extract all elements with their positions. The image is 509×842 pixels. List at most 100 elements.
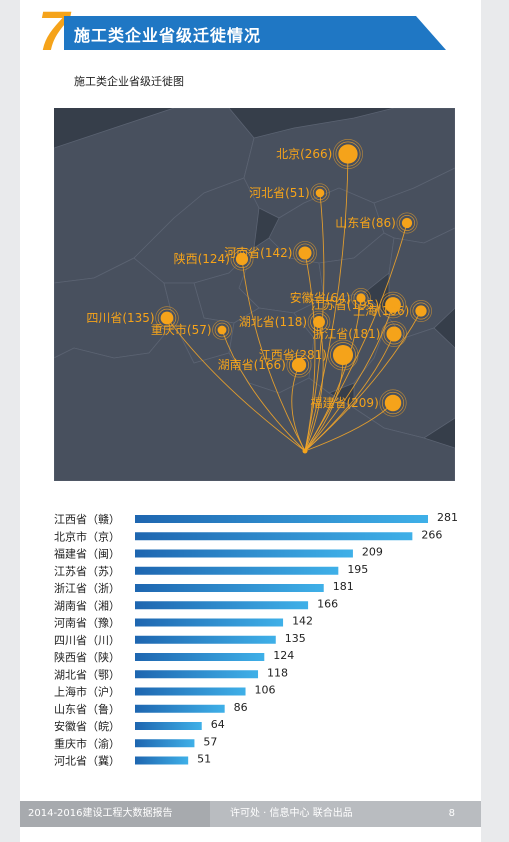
marker-dot-hebei (315, 188, 325, 198)
bar-value-label: 281 (437, 511, 458, 524)
province-shapes (54, 108, 455, 481)
marker-ring-inner-sichuan (157, 308, 177, 328)
bar-categories: 江西省（赣） 北京市（京） 福建省（闽） 江苏省（苏） 浙江省（浙） 湖南省（湘） 河南省（… (54, 512, 120, 768)
flow-line-beijing (304, 153, 349, 452)
marker-dot-shanghai (415, 305, 427, 317)
bar-category-label: 湖北省（鄂） (54, 668, 120, 681)
marker-ring-beijing (333, 139, 364, 169)
marker-ring-inner-zhejiang (383, 323, 405, 345)
marker-ring-chongqing (212, 320, 232, 340)
bar-value-label: 64 (211, 718, 225, 731)
map-label-hubei: 湖北省(118) (239, 314, 307, 329)
marker-ring-shaanxi (230, 247, 254, 271)
marker-dot-shandong (401, 217, 413, 229)
flow-line-hunan (291, 364, 306, 452)
bar (135, 670, 259, 679)
map-label-anhui: 安徽省(64) (290, 290, 351, 305)
marker-dot-beijing (338, 144, 358, 164)
marker-ring-fujian (379, 389, 407, 417)
bar-value-label: 86 (234, 701, 248, 714)
migration-flows (166, 153, 422, 452)
bar-value-label: 106 (255, 684, 276, 697)
flow-line-chongqing (221, 329, 306, 452)
flow-line-shandong (304, 222, 408, 452)
marker-dot-hubei (313, 316, 325, 328)
marker-dot-zhejiang (386, 326, 402, 342)
map-labels: 北京(266) 河北省(51) 山东省(86) 河南省(142)陕西(124) 安徽省(… (86, 147, 409, 410)
map-label-sichuan: 四川省(135) (86, 311, 154, 325)
bar-category-label: 福建省（闽） (54, 547, 120, 561)
marker-ring-anhui (351, 288, 371, 308)
bar (135, 532, 413, 541)
marker-ring-inner-shanghai (412, 302, 430, 320)
marker-dot-fujian (384, 394, 402, 412)
bar-value-label: 135 (285, 632, 306, 645)
bar-value-label: 266 (421, 528, 442, 541)
flow-line-sichuan (166, 317, 306, 452)
marker-ring-inner-anhui (353, 290, 369, 306)
bar (135, 635, 276, 644)
marker-ring-shandong (396, 212, 418, 234)
map-label-hebei: 河北省(51) (249, 186, 310, 200)
marker-dot-hunan (291, 357, 307, 373)
marker-dot-sichuan (160, 311, 174, 325)
map-label-shandong: 山东省(86) (335, 216, 396, 230)
flow-line-zhejiang (304, 333, 395, 452)
marker-ring-hubei (307, 310, 331, 334)
marker-ring-inner-jiangsu (382, 294, 404, 316)
bar (135, 601, 309, 610)
bar-value-label: 142 (292, 615, 313, 628)
flow-origin (302, 448, 308, 454)
marker-ring-inner-beijing (335, 141, 361, 167)
bar-category-label: 陕西省（陕） (54, 650, 120, 664)
marker-ring-inner-hebei (312, 185, 328, 201)
bar-value-label: 181 (333, 580, 354, 593)
map-subtitle: 施工类企业省级迁徙图 (74, 75, 184, 88)
marker-ring-inner-hubei (310, 313, 328, 331)
map-label-shanghai: 上海(106) (353, 303, 409, 318)
marker-dot-shaanxi (235, 252, 249, 266)
flow-line-anhui (304, 297, 362, 452)
province-markers (155, 139, 433, 454)
bar-category-label: 四川省（川） (54, 634, 120, 647)
map-label-beijing: 北京(266) (276, 147, 332, 161)
bar-series (135, 515, 428, 765)
bar (135, 687, 246, 696)
bar-category-label: 江西省（赣） (54, 512, 120, 526)
marker-dot-henan (298, 246, 312, 260)
bar (135, 722, 202, 730)
section-title: 施工类企业省级迁徙情况 (74, 26, 262, 45)
bar (135, 584, 324, 592)
map-label-jiangxi: 江西省(281) (259, 348, 327, 362)
bar-value-label: 118 (267, 666, 288, 679)
bar-value-label: 57 (203, 735, 217, 748)
map-label-hunan: 湖南省(166) (218, 357, 286, 372)
bar-category-label: 重庆市（渝） (54, 736, 120, 750)
bar (135, 566, 339, 575)
bar-value-label: 195 (347, 563, 368, 576)
map-label-henan: 河南省(142) (224, 245, 292, 260)
flow-line-shaanxi (241, 258, 306, 452)
marker-ring-jiangxi (327, 339, 359, 371)
marker-ring-inner-chongqing (214, 322, 230, 338)
bar-value-label: 51 (197, 753, 211, 766)
migration-map: 北京(266) 河北省(51) 山东省(86) 河南省(142)陕西(124) 安徽省(… (54, 108, 455, 481)
marker-dot-anhui (356, 293, 366, 303)
marker-dot-jiangsu (385, 297, 401, 313)
map-label-zhejiang: 浙江省(181) (312, 327, 380, 341)
flow-line-jiangxi (304, 354, 344, 452)
bar-category-label: 上海市（沪） (54, 685, 120, 699)
map-label-jiangsu: 江苏省(195) (311, 298, 379, 312)
bar-value-label: 209 (362, 546, 383, 559)
marker-ring-inner-shandong (399, 214, 416, 231)
bar-category-label: 北京市（京） (54, 529, 120, 543)
marker-ring-inner-hunan (289, 355, 310, 376)
footer-source: 许可处 · 信息中心 联合出品 (230, 808, 353, 819)
map-label-shaanxi: 陕西(124) (174, 251, 230, 266)
bar-category-label: 河南省（豫） (54, 617, 120, 630)
marker-ring-inner-jiangxi (330, 342, 356, 368)
marker-ring-zhejiang (381, 321, 407, 347)
marker-dot-chongqing (217, 325, 227, 335)
marker-ring-shanghai (410, 300, 433, 323)
marker-ring-hebei (310, 183, 330, 203)
